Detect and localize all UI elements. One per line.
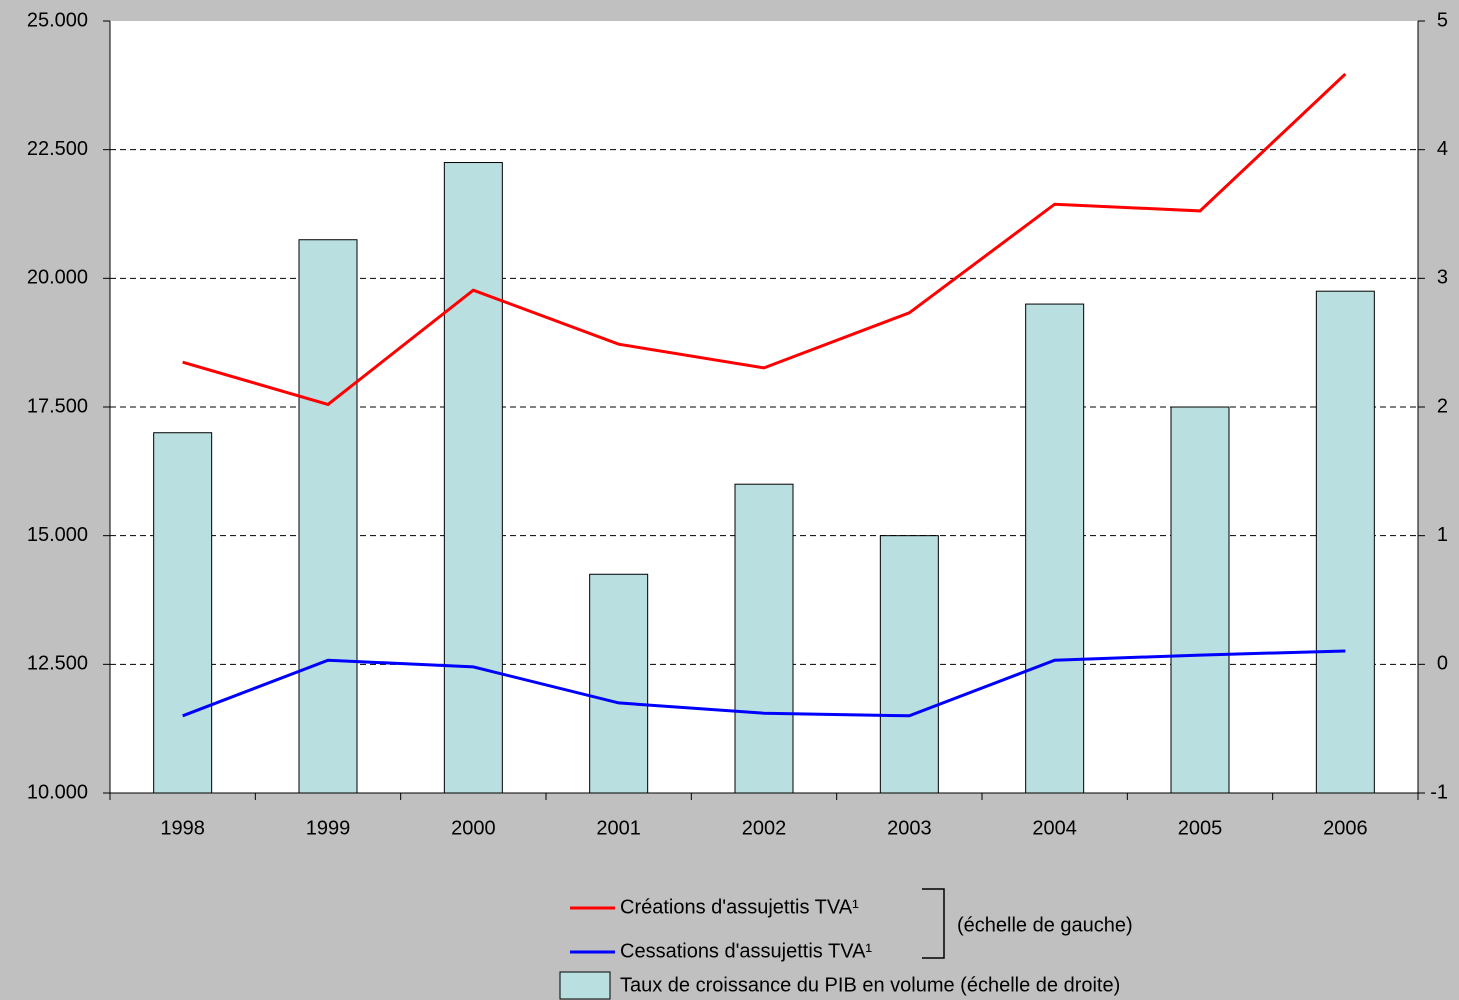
y2-tick-label: 1 [1437,524,1448,546]
legend-label: Cessations d'assujettis TVA¹ [620,940,872,962]
legend-note: (échelle de gauche) [957,914,1133,936]
bar [1170,406,1230,794]
y-tick-label: 22.500 [27,138,88,160]
bar [443,162,503,794]
bar [1025,303,1085,794]
x-tick-label: 2004 [1032,817,1077,839]
x-tick-label: 2001 [596,817,641,839]
bar [153,432,213,794]
line [182,649,1346,718]
y2-tick-label: 0 [1437,653,1448,675]
line [182,72,1347,407]
legend-bracket [922,888,945,959]
bar [1315,290,1375,794]
y-tick-label: 12.500 [27,653,88,675]
bar [298,239,358,794]
y2-tick-label: 3 [1437,267,1448,289]
y2-tick-label: 4 [1437,138,1448,160]
legend-label: Taux de croissance du PIB en volume (éch… [620,974,1120,996]
y-tick-label: 17.500 [27,395,88,417]
y2-tick-label: 5 [1437,9,1448,31]
legend-swatch [559,971,611,1000]
bar [734,483,794,794]
y-tick-label: 10.000 [27,781,88,803]
x-tick-label: 2005 [1178,817,1223,839]
y-tick-label: 15.000 [27,524,88,546]
x-tick-label: 2006 [1323,817,1368,839]
y2-tick-label: -1 [1430,781,1448,803]
legend-label: Créations d'assujettis TVA¹ [620,896,859,918]
y2-tick-label: 2 [1437,395,1448,417]
y-tick-label: 25.000 [27,9,88,31]
x-tick-label: 2002 [742,817,787,839]
x-tick-label: 2003 [887,817,932,839]
bar [589,573,649,794]
x-tick-label: 1998 [160,817,205,839]
x-tick-label: 1999 [306,817,351,839]
x-tick-label: 2000 [451,817,496,839]
y-tick-label: 20.000 [27,267,88,289]
bar [879,535,939,794]
